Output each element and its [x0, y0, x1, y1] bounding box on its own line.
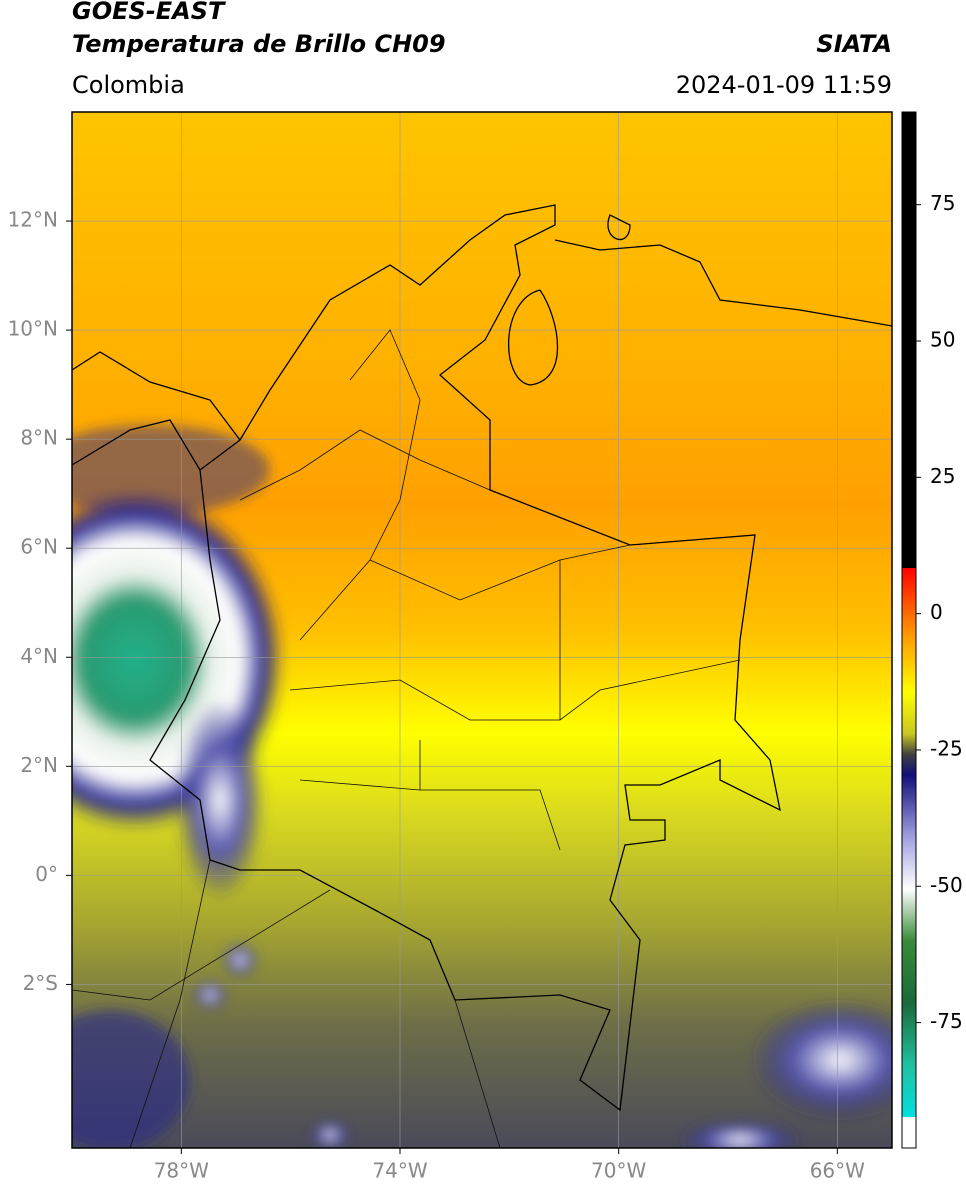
x-tick-label: 70°W [591, 1159, 646, 1183]
region: Colombia [72, 71, 185, 99]
y-tick-label: 6°N [20, 535, 58, 559]
colorbar-label: 25 [930, 464, 955, 488]
x-tick-label: 66°W [810, 1159, 865, 1183]
y-tick-label: 2°N [20, 753, 58, 777]
colorbar-label: -75 [930, 1009, 963, 1033]
y-tick-label: 4°N [20, 644, 58, 668]
x-tick-label: 74°W [372, 1159, 427, 1183]
y-tick-label: 2°S [23, 971, 58, 995]
colombia-border [149, 204, 781, 1112]
colorbar-label: -25 [930, 736, 963, 760]
colorbar-label: 75 [930, 191, 955, 215]
colorbar-label: -50 [930, 873, 963, 897]
y-tick-label: 8°N [20, 426, 58, 450]
colorbar-label: 0 [930, 600, 943, 624]
datetime: 2024-01-09 11:59 [676, 71, 892, 99]
x-tick-label: 78°W [154, 1159, 209, 1183]
graticule [72, 112, 892, 1148]
colorbar-label: 50 [930, 328, 955, 352]
y-tick-label: 12°N [8, 208, 58, 232]
y-tick-label: 10°N [8, 317, 58, 341]
satellite: GOES-EAST [72, 0, 226, 25]
colorbar [901, 111, 917, 1149]
source: SIATA [816, 30, 892, 58]
internal-borders [72, 329, 741, 1148]
map [72, 112, 892, 1148]
product: Temperatura de Brillo CH09 [72, 30, 446, 58]
clouds [72, 425, 892, 1148]
map-frame [71, 111, 893, 1149]
y-tick-label: 0° [35, 862, 58, 886]
coastlines [72, 214, 892, 471]
